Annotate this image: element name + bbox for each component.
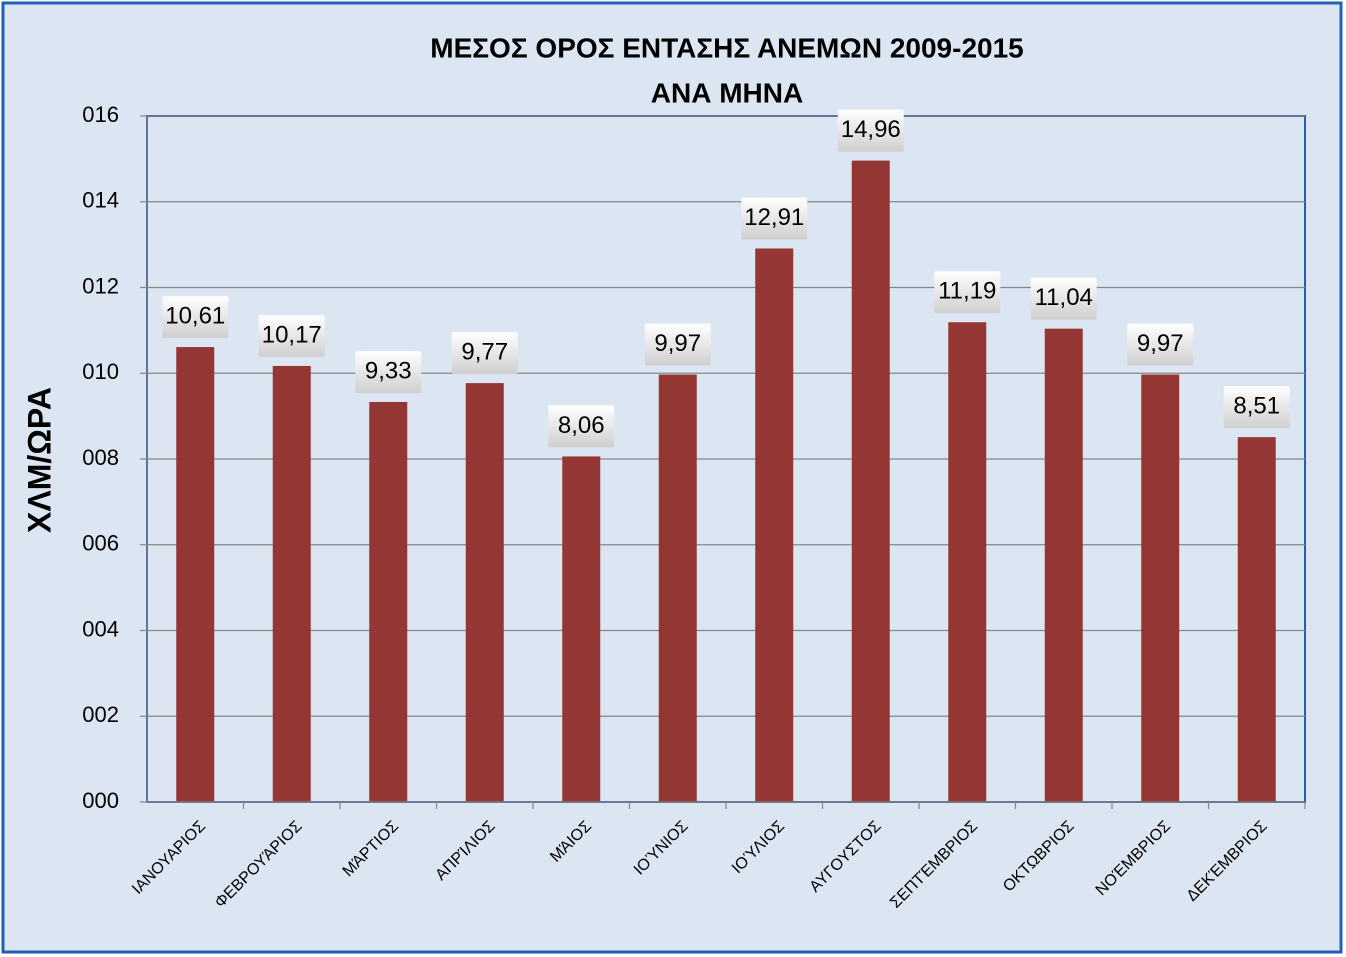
y-tick-label: 004: [82, 616, 119, 641]
chart-title: ΜΕΣΟΣ ΟΡΟΣ ΕΝΤΑΣΗΣ ΑΝΕΜΩΝ 2009-2015: [430, 32, 1023, 63]
data-label-box: [355, 350, 422, 393]
data-label-box: [741, 197, 808, 240]
data-label-box: [837, 109, 904, 152]
data-label-box: [1223, 386, 1290, 429]
data-label-box: [644, 323, 711, 366]
data-label: 12,91: [744, 204, 804, 231]
data-label-box: [548, 405, 615, 448]
chart-title: ΑΝΑ ΜΗΝΑ: [651, 77, 803, 108]
bar: [272, 365, 311, 802]
data-label-box: [162, 296, 229, 339]
bar: [851, 160, 890, 803]
bar: [176, 347, 215, 802]
data-label-box: [451, 332, 518, 375]
y-axis-label: ΧΛΜ/ΩΡΑ: [21, 387, 57, 533]
bar: [948, 322, 987, 802]
data-label: 9,33: [365, 357, 412, 384]
data-label: 9,77: [461, 338, 508, 365]
data-label: 9,97: [654, 330, 701, 357]
y-tick-label: 014: [82, 188, 119, 213]
data-label-box: [1030, 277, 1097, 320]
bar: [465, 383, 504, 802]
bar: [1237, 437, 1276, 802]
bar: [562, 456, 601, 802]
bar: [1141, 374, 1180, 802]
data-label: 9,97: [1137, 330, 1184, 357]
y-tick-label: 016: [82, 102, 119, 127]
data-label: 14,96: [841, 116, 901, 143]
data-label: 8,06: [558, 412, 605, 439]
y-tick-label: 012: [82, 273, 119, 298]
data-label: 11,04: [1035, 284, 1093, 311]
y-tick-label: 010: [82, 359, 119, 384]
data-label: 8,51: [1233, 392, 1280, 419]
y-tick-label: 000: [82, 788, 119, 813]
data-label: 11,19: [938, 278, 996, 305]
data-label-box: [934, 271, 1001, 314]
y-tick-label: 006: [82, 531, 119, 556]
data-label-box: [1127, 323, 1194, 366]
y-tick-label: 008: [82, 445, 119, 470]
data-label: 10,61: [165, 302, 225, 329]
data-label-box: [258, 314, 325, 357]
bar: [1044, 328, 1083, 802]
bar: [658, 374, 697, 802]
bar: [755, 248, 794, 802]
bar: [369, 401, 408, 802]
y-tick-label: 002: [82, 702, 119, 727]
data-label: 10,17: [262, 321, 322, 348]
